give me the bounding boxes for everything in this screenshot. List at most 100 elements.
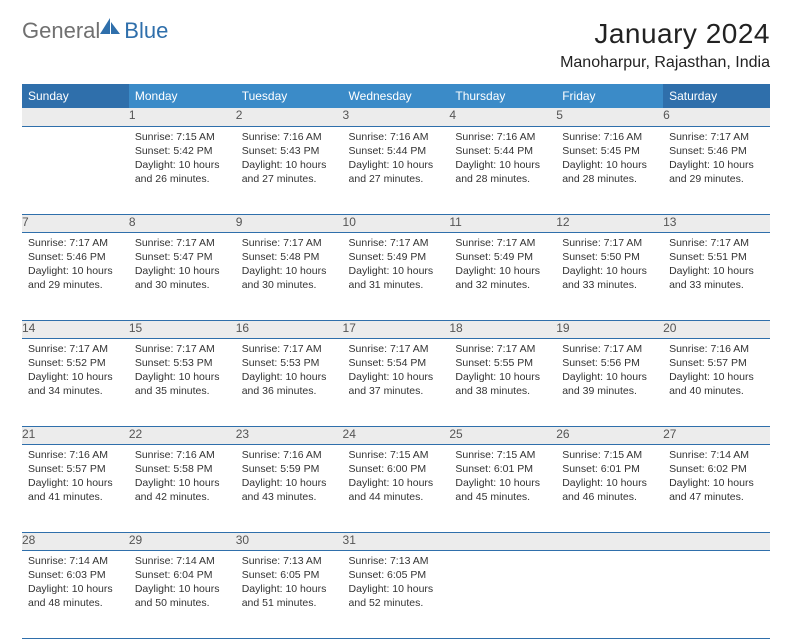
day-cell-body	[556, 551, 663, 560]
sunrise-text: Sunrise: 7:13 AM	[242, 554, 337, 568]
daylight-text: Daylight: 10 hours and 27 minutes.	[242, 158, 337, 186]
sunset-text: Sunset: 5:45 PM	[562, 144, 657, 158]
daylight-text: Daylight: 10 hours and 36 minutes.	[242, 370, 337, 398]
day-cell	[449, 550, 556, 638]
sunset-text: Sunset: 6:02 PM	[669, 462, 764, 476]
day-cell-body: Sunrise: 7:17 AMSunset: 5:54 PMDaylight:…	[343, 339, 450, 405]
day-number: 15	[129, 320, 236, 338]
week-row: Sunrise: 7:15 AMSunset: 5:42 PMDaylight:…	[22, 126, 770, 214]
day-cell-body: Sunrise: 7:16 AMSunset: 5:44 PMDaylight:…	[343, 127, 450, 193]
day-cell: Sunrise: 7:17 AMSunset: 5:46 PMDaylight:…	[22, 232, 129, 320]
daynum-row: 28293031	[22, 532, 770, 550]
day-number: 3	[343, 108, 450, 126]
day-header-row: Sunday Monday Tuesday Wednesday Thursday…	[22, 84, 770, 108]
daylight-text: Daylight: 10 hours and 33 minutes.	[562, 264, 657, 292]
day-header-sat: Saturday	[663, 84, 770, 108]
daylight-text: Daylight: 10 hours and 29 minutes.	[28, 264, 123, 292]
day-number: 21	[22, 426, 129, 444]
daylight-text: Daylight: 10 hours and 38 minutes.	[455, 370, 550, 398]
location-label: Manoharpur, Rajasthan, India	[560, 54, 770, 72]
day-cell: Sunrise: 7:16 AMSunset: 5:44 PMDaylight:…	[343, 126, 450, 214]
daylight-text: Daylight: 10 hours and 42 minutes.	[135, 476, 230, 504]
sunset-text: Sunset: 5:43 PM	[242, 144, 337, 158]
day-cell-body: Sunrise: 7:16 AMSunset: 5:57 PMDaylight:…	[22, 445, 129, 511]
sunset-text: Sunset: 5:51 PM	[669, 250, 764, 264]
sunset-text: Sunset: 5:52 PM	[28, 356, 123, 370]
sunset-text: Sunset: 5:44 PM	[349, 144, 444, 158]
sunrise-text: Sunrise: 7:16 AM	[135, 448, 230, 462]
week-row: Sunrise: 7:14 AMSunset: 6:03 PM Daylight:…	[22, 550, 770, 638]
sunset-text: Sunset: 6:01 PM	[562, 462, 657, 476]
daylight-text: Daylight: 10 hours and 29 minutes.	[669, 158, 764, 186]
week-row: Sunrise: 7:16 AMSunset: 5:57 PMDaylight:…	[22, 444, 770, 532]
day-cell-body: Sunrise: 7:17 AMSunset: 5:52 PMDaylight:…	[22, 339, 129, 405]
month-title: January 2024	[560, 18, 770, 50]
sunrise-text: Sunrise: 7:17 AM	[455, 236, 550, 250]
sunset-text: Sunset: 5:53 PM	[135, 356, 230, 370]
day-number	[22, 108, 129, 126]
week-row: Sunrise: 7:17 AMSunset: 5:46 PMDaylight:…	[22, 232, 770, 320]
day-cell-body: Sunrise: 7:14 AMSunset: 6:04 PMDaylight:…	[129, 551, 236, 617]
day-cell	[556, 550, 663, 638]
sunrise-text: Sunrise: 7:16 AM	[28, 448, 123, 462]
daylight-text: Daylight: 10 hours and 39 minutes.	[562, 370, 657, 398]
day-cell: Sunrise: 7:17 AMSunset: 5:51 PMDaylight:…	[663, 232, 770, 320]
day-cell: Sunrise: 7:17 AMSunset: 5:53 PMDaylight:…	[129, 338, 236, 426]
day-number: 4	[449, 108, 556, 126]
day-cell-body: Sunrise: 7:15 AMSunset: 5:42 PMDaylight:…	[129, 127, 236, 193]
day-header-fri: Friday	[556, 84, 663, 108]
sunset-text: Sunset: 5:59 PM	[242, 462, 337, 476]
sunrise-text: Sunrise: 7:16 AM	[562, 130, 657, 144]
sunset-text: Sunset: 5:58 PM	[135, 462, 230, 476]
sunrise-text: Sunrise: 7:17 AM	[349, 342, 444, 356]
day-number: 11	[449, 214, 556, 232]
daynum-row: 14151617181920	[22, 320, 770, 338]
day-number: 2	[236, 108, 343, 126]
sunset-text: Sunset: 6:03 PM	[28, 568, 123, 582]
day-number: 24	[343, 426, 450, 444]
day-cell: Sunrise: 7:17 AMSunset: 5:50 PMDaylight:…	[556, 232, 663, 320]
brand-part1: General	[22, 18, 100, 44]
day-cell: Sunrise: 7:14 AMSunset: 6:02 PMDaylight:…	[663, 444, 770, 532]
sunrise-text: Sunrise: 7:16 AM	[669, 342, 764, 356]
day-cell-body: Sunrise: 7:17 AMSunset: 5:48 PMDaylight:…	[236, 233, 343, 299]
sunrise-text: Sunrise: 7:17 AM	[28, 236, 123, 250]
day-cell-body: Sunrise: 7:16 AMSunset: 5:57 PMDaylight:…	[663, 339, 770, 405]
daylight-text: Daylight: 10 hours and 47 minutes.	[669, 476, 764, 504]
sunrise-text: Sunrise: 7:16 AM	[242, 448, 337, 462]
day-header-tue: Tuesday	[236, 84, 343, 108]
title-block: January 2024 Manoharpur, Rajasthan, Indi…	[560, 18, 770, 72]
sunrise-text: Sunrise: 7:17 AM	[562, 342, 657, 356]
day-number: 12	[556, 214, 663, 232]
sunrise-text: Sunrise: 7:15 AM	[562, 448, 657, 462]
day-cell-body: Sunrise: 7:17 AMSunset: 5:47 PMDaylight:…	[129, 233, 236, 299]
day-cell	[22, 126, 129, 214]
day-cell: Sunrise: 7:17 AMSunset: 5:52 PMDaylight:…	[22, 338, 129, 426]
day-cell: Sunrise: 7:16 AMSunset: 5:45 PMDaylight:…	[556, 126, 663, 214]
page-header: General Blue January 2024 Manoharpur, Ra…	[22, 18, 770, 72]
day-cell: Sunrise: 7:16 AMSunset: 5:57 PMDaylight:…	[22, 444, 129, 532]
day-cell: Sunrise: 7:17 AMSunset: 5:53 PMDaylight:…	[236, 338, 343, 426]
daylight-text: Daylight: 10 hours and 28 minutes.	[562, 158, 657, 186]
day-cell-body: Sunrise: 7:17 AMSunset: 5:51 PMDaylight:…	[663, 233, 770, 299]
day-number: 16	[236, 320, 343, 338]
day-number: 7	[22, 214, 129, 232]
daylight-text: Daylight: 10 hours and 34 minutes.	[28, 370, 123, 398]
brand-logo: General Blue	[22, 18, 168, 44]
week-row: Sunrise: 7:17 AMSunset: 5:52 PMDaylight:…	[22, 338, 770, 426]
day-cell-body: Sunrise: 7:17 AMSunset: 5:55 PMDaylight:…	[449, 339, 556, 405]
calendar-page: General Blue January 2024 Manoharpur, Ra…	[0, 0, 792, 612]
sunrise-text: Sunrise: 7:13 AM	[349, 554, 444, 568]
day-number: 25	[449, 426, 556, 444]
day-cell: Sunrise: 7:16 AMSunset: 5:57 PMDaylight:…	[663, 338, 770, 426]
sunset-text: Sunset: 6:00 PM	[349, 462, 444, 476]
daylight-text: Daylight: 10 hours and 44 minutes.	[349, 476, 444, 504]
sunrise-text: Sunrise: 7:14 AM	[28, 554, 123, 568]
daylight-text: Daylight: 10 hours and 51 minutes.	[242, 582, 337, 610]
day-header-wed: Wednesday	[343, 84, 450, 108]
sunset-text: Sunset: 5:48 PM	[242, 250, 337, 264]
day-cell-body: Sunrise: 7:17 AMSunset: 5:46 PMDaylight:…	[22, 233, 129, 299]
day-cell-body: Sunrise: 7:16 AMSunset: 5:43 PMDaylight:…	[236, 127, 343, 193]
daylight-text: Daylight: 10 hours and 30 minutes.	[242, 264, 337, 292]
sunset-text: Sunset: 5:42 PM	[135, 144, 230, 158]
